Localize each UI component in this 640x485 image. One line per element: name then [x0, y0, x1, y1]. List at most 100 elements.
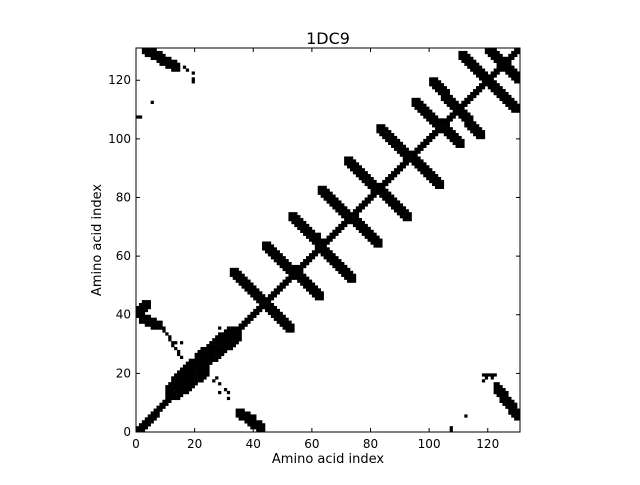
contact-cell: [505, 62, 509, 66]
contact-cell: [476, 127, 480, 131]
contact-cell: [437, 86, 442, 90]
contact-cell: [399, 162, 404, 166]
contact-cell: [426, 109, 430, 113]
contact-cell: [423, 141, 427, 146]
contact-cell: [458, 135, 462, 140]
contact-cell: [215, 355, 219, 360]
contact-cell: [311, 250, 316, 254]
contact-cell: [332, 229, 336, 233]
contact-cell: [376, 241, 380, 245]
contact-cell: [502, 62, 506, 66]
contact-cell: [352, 171, 357, 175]
contact-cell: [179, 388, 184, 392]
contact-cell: [517, 414, 521, 418]
contact-cell: [382, 133, 386, 137]
contact-cell: [235, 414, 239, 418]
contact-cell: [352, 220, 357, 225]
contact-cell: [285, 317, 289, 321]
contact-cell: [511, 399, 515, 403]
contact-cell: [426, 106, 430, 110]
contact-cell: [291, 264, 295, 269]
contact-cell: [476, 71, 480, 75]
contact-cell: [215, 346, 219, 351]
contact-cell: [338, 259, 342, 263]
contact-cell: [156, 414, 160, 418]
contact-cell: [253, 297, 257, 301]
contact-cell: [229, 329, 234, 333]
contact-cell: [197, 373, 201, 377]
contact-cell: [373, 179, 377, 184]
contact-cell: [191, 364, 195, 368]
contact-cell: [215, 338, 219, 342]
contact-cell: [282, 264, 286, 269]
contact-cell: [396, 212, 401, 216]
contact-cell: [382, 185, 386, 189]
contact-cell: [411, 150, 415, 154]
contact-cell: [402, 162, 406, 166]
contact-cell: [244, 288, 248, 292]
contact-cell: [270, 314, 275, 318]
contact-cell: [165, 402, 169, 406]
contact-cell: [147, 420, 151, 424]
contact-cell: [147, 300, 151, 304]
contact-cell: [388, 138, 392, 143]
contact-cell: [203, 364, 207, 368]
contact-cell: [215, 376, 219, 380]
contact-cell: [402, 147, 406, 151]
contact-cell: [338, 264, 342, 269]
contact-cell: [136, 308, 140, 313]
contact-cell: [174, 62, 178, 66]
contact-cell: [171, 388, 175, 392]
contact-cell: [458, 103, 462, 107]
contact-cell: [308, 235, 313, 239]
contact-cell: [434, 182, 439, 187]
contact-cell: [291, 323, 295, 327]
contact-cell: [223, 329, 228, 333]
contact-cell: [423, 115, 427, 119]
contact-cell: [517, 77, 521, 81]
contact-cell: [514, 53, 518, 58]
contact-cell: [393, 209, 398, 213]
contact-cell: [317, 235, 321, 239]
y-axis-label: Amino acid index: [90, 184, 105, 296]
contact-cell: [308, 285, 313, 289]
chart-title: 1DC9: [306, 29, 350, 48]
contact-cell: [408, 215, 412, 219]
contact-cell: [241, 282, 245, 286]
contact-cell: [349, 168, 354, 172]
contact-cell: [370, 229, 374, 233]
contact-cell: [177, 393, 181, 398]
contact-cell: [276, 250, 280, 254]
contact-cell: [373, 194, 377, 198]
contact-cell: [136, 115, 140, 119]
contact-cell: [511, 109, 515, 113]
contact-cell: [232, 338, 236, 342]
contact-cell: [341, 223, 345, 228]
contact-cell: [262, 305, 266, 310]
contact-cell: [364, 203, 368, 207]
contact-cell: [235, 335, 239, 339]
contact-cell: [326, 253, 330, 257]
contact-cell: [432, 115, 436, 119]
contact-cell: [367, 232, 371, 236]
contact-cell: [382, 124, 386, 128]
contact-cell: [174, 346, 178, 351]
contact-cell: [247, 420, 251, 424]
contact-cell: [317, 250, 321, 254]
contact-cell: [162, 62, 166, 66]
contact-cell: [370, 235, 374, 239]
contact-cell: [332, 206, 336, 210]
contact-cell: [188, 370, 192, 374]
contact-cell: [514, 50, 518, 55]
contact-cell: [238, 411, 242, 415]
contact-cell: [514, 103, 518, 107]
contact-cell: [147, 303, 151, 307]
contact-cell: [414, 147, 418, 151]
contact-cell: [308, 238, 313, 242]
contact-cell: [244, 320, 248, 324]
contact-cell: [218, 338, 222, 342]
contact-cell: [443, 91, 448, 96]
contact-cell: [376, 244, 380, 248]
contact-cell: [399, 153, 404, 157]
